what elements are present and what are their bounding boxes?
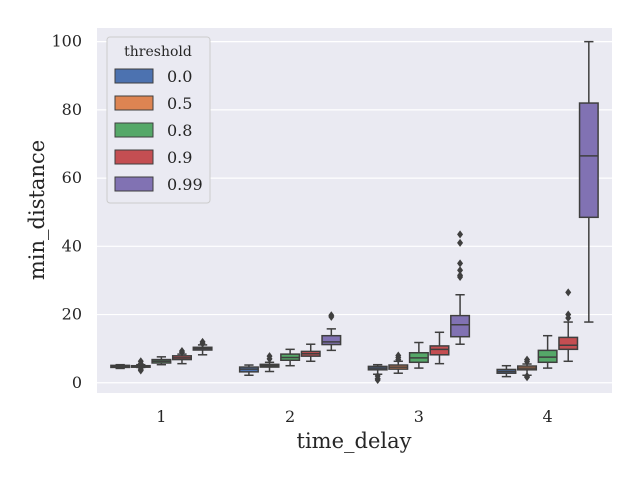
x-tick-labels: 1 2 3 4	[156, 407, 552, 426]
outlier-point	[457, 273, 464, 282]
box-iqr	[558, 336, 579, 351]
y-tick-label: 20	[62, 305, 82, 324]
box-elements	[110, 40, 599, 385]
outlier-point	[137, 366, 144, 375]
y-tick-label: 0	[72, 373, 82, 392]
legend-swatch	[114, 68, 154, 84]
outlier-point	[524, 357, 531, 366]
box-0.5-1	[130, 357, 151, 375]
box-0.99-4	[578, 40, 599, 323]
box-0.8-1	[151, 356, 172, 366]
box-0.9-4	[558, 288, 579, 363]
legend-label: 0.0	[167, 67, 192, 86]
outlier-point	[199, 339, 206, 348]
box-0.8-4	[537, 334, 558, 369]
box-0.9-3	[429, 331, 450, 365]
legend-label: 0.99	[167, 175, 203, 194]
box-iqr	[450, 314, 471, 338]
box-0.99-1	[192, 337, 213, 356]
outlier-point	[178, 348, 185, 357]
outlier-point	[457, 238, 464, 247]
legend-swatch	[114, 149, 154, 165]
legend-title: threshold	[124, 44, 192, 60]
box-0.0-3	[367, 363, 388, 385]
x-tick-label: 4	[543, 407, 553, 426]
x-axis-label: time_delay	[297, 429, 412, 453]
x-tick-label: 3	[414, 407, 424, 426]
outlier-point	[524, 373, 531, 382]
outlier-point	[374, 371, 381, 380]
outlier-point	[395, 355, 402, 364]
box-0.8-3	[408, 341, 429, 369]
outlier-point	[266, 354, 273, 363]
box-iqr	[578, 102, 599, 219]
legend-items: 0.0 0.5 0.8 0.9 0.99	[114, 67, 203, 194]
box-iqr	[321, 334, 342, 346]
box-0.99-3	[450, 230, 471, 345]
outlier-point	[137, 359, 144, 368]
y-axis-label: min_distance	[25, 140, 49, 280]
y-tick-label: 60	[62, 168, 82, 187]
outlier-point	[457, 266, 464, 275]
legend-swatch	[114, 95, 154, 111]
box-0.5-4	[517, 355, 538, 382]
box-0.0-2	[238, 364, 259, 377]
legend: threshold 0.0 0.5 0.8 0.9 0.99	[106, 36, 211, 204]
box-0.0-1	[110, 363, 131, 370]
outlier-point	[328, 312, 335, 321]
y-tick-label: 40	[62, 236, 82, 255]
y-tick-label: 100	[51, 32, 82, 51]
legend-swatch	[114, 176, 154, 192]
outlier-point	[565, 313, 572, 322]
outlier-point	[457, 259, 464, 268]
box-0.5-3	[388, 351, 409, 374]
x-tick-label: 1	[156, 407, 166, 426]
box-0.0-4	[496, 364, 517, 378]
legend-label: 0.8	[167, 121, 192, 140]
box-0.8-2	[280, 348, 301, 367]
box-iqr	[537, 349, 558, 364]
outlier-point	[457, 230, 464, 239]
box-0.99-2	[321, 311, 342, 352]
legend-label: 0.9	[167, 148, 192, 167]
box-0.9-1	[171, 347, 192, 365]
y-tick-labels: 0 20 40 60 80 100	[51, 32, 82, 392]
x-tick-label: 2	[285, 407, 295, 426]
y-tick-label: 80	[62, 100, 82, 119]
outlier-point	[565, 288, 572, 297]
box-0.9-2	[300, 343, 321, 363]
legend-label: 0.5	[167, 94, 192, 113]
legend-swatch	[114, 122, 154, 138]
box-0.5-2	[259, 352, 280, 373]
box-iqr	[429, 345, 450, 356]
